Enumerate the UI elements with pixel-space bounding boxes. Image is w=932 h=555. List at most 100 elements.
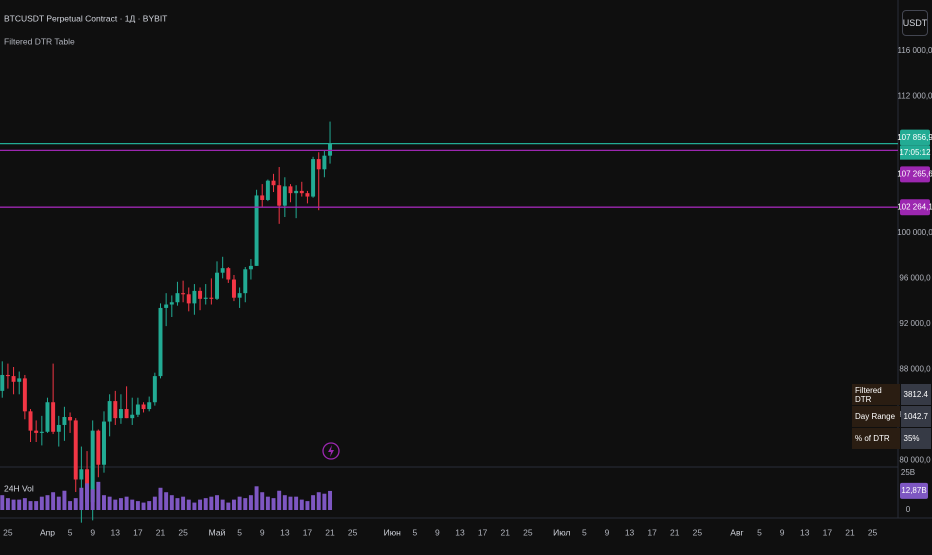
volume-bar [108, 497, 112, 510]
volume-bar [260, 492, 264, 510]
candle-body [153, 376, 157, 402]
candle-body [272, 181, 276, 186]
volume-bar [175, 498, 179, 510]
x-tick-label: 13 [455, 527, 465, 537]
candle-body [45, 402, 49, 432]
volume-bar [119, 498, 123, 510]
candle-body [289, 186, 293, 193]
volume-bar [125, 497, 129, 510]
candle-body [221, 268, 225, 273]
volume-bar [51, 492, 55, 510]
candle-body [23, 378, 27, 411]
y-tick-label: 92 000,0 [899, 319, 931, 328]
candle-body [159, 308, 163, 376]
candle-body [260, 195, 264, 200]
volume-bar [198, 500, 202, 510]
x-tick-label: Июл [553, 527, 570, 537]
candle-body [317, 159, 321, 169]
volume-bar [34, 501, 38, 510]
countdown: 17:05:12 [899, 148, 931, 157]
candle-body [215, 273, 219, 299]
x-tick-label: Апр [40, 527, 55, 537]
table-cell: 35% [901, 428, 931, 449]
volume-bar [74, 498, 78, 510]
candle-body [57, 425, 61, 432]
candle-body [96, 431, 100, 465]
volume-bar [272, 498, 276, 510]
y-tick-label: 96 000,0 [899, 273, 931, 282]
candle-body [113, 401, 117, 418]
volume-bar [79, 488, 83, 510]
x-tick-label: 13 [800, 527, 810, 537]
candle-body [209, 298, 213, 299]
candle-body [136, 405, 140, 415]
volume-bar [91, 489, 95, 510]
x-tick-label: 21 [845, 527, 855, 537]
volume-bar [181, 497, 185, 510]
volume-bar [142, 503, 146, 510]
volume-bar [96, 482, 100, 510]
volume-bar [305, 501, 309, 510]
volume-bar [85, 483, 89, 510]
volume-bar [170, 495, 174, 510]
candle-body [255, 195, 259, 265]
volume-bar [266, 497, 270, 510]
candle-body [17, 378, 21, 381]
candle-body [170, 302, 174, 304]
x-tick-label: 25 [3, 527, 13, 537]
volume-bar [255, 486, 259, 510]
candle-body [147, 402, 151, 409]
candle-body [322, 156, 326, 170]
candle-body [243, 269, 247, 293]
volume-bar [289, 497, 293, 510]
x-tick-label: 25 [178, 527, 188, 537]
volume-bar [294, 497, 298, 510]
candle-body [328, 144, 332, 156]
volume-bar [238, 497, 242, 510]
volume-bar [12, 500, 16, 510]
x-tick-label: 17 [647, 527, 657, 537]
volume-bar [249, 495, 253, 510]
volume-bar [159, 488, 163, 510]
volume-bar [153, 497, 157, 510]
table-cell: % of DTR [852, 428, 900, 449]
volume-bar [17, 500, 21, 510]
volume-bar [147, 501, 151, 510]
volume-bar [221, 500, 225, 510]
x-tick-label: 21 [670, 527, 680, 537]
x-tick-label: 21 [156, 527, 166, 537]
volume-bar [6, 498, 10, 510]
candle-body [164, 305, 168, 308]
x-tick-label: 17 [133, 527, 143, 537]
currency-button[interactable]: USDT [902, 10, 928, 36]
x-tick-label: 13 [111, 527, 121, 537]
volume-bar [311, 495, 315, 510]
volume-bar [0, 495, 4, 510]
candle-body [6, 375, 10, 376]
candle-body [108, 401, 112, 421]
candle-body [305, 193, 309, 196]
candle-body [40, 432, 44, 433]
x-tick-label: 13 [625, 527, 635, 537]
candle-body [238, 293, 242, 298]
x-tick-label: 9 [605, 527, 610, 537]
candle-body [226, 268, 230, 279]
table-cell: Filtered DTR [852, 384, 900, 405]
volume-bar [136, 501, 140, 510]
price-label: 107 856,9 [897, 133, 932, 142]
y-tick-label: 100 000,0 [897, 228, 932, 237]
x-tick-label: 5 [68, 527, 73, 537]
candle-body [29, 411, 33, 430]
x-tick-label: 9 [260, 527, 265, 537]
candle-body [204, 298, 208, 299]
candle-body [79, 469, 83, 479]
volume-tick-label: 0 [906, 505, 911, 514]
event-icon-bolt [328, 445, 334, 457]
volume-tick-label: 25B [901, 468, 915, 477]
candle-body [283, 186, 287, 205]
volume-bar [113, 500, 117, 510]
candle-body [198, 291, 202, 299]
candle-body [187, 294, 191, 303]
